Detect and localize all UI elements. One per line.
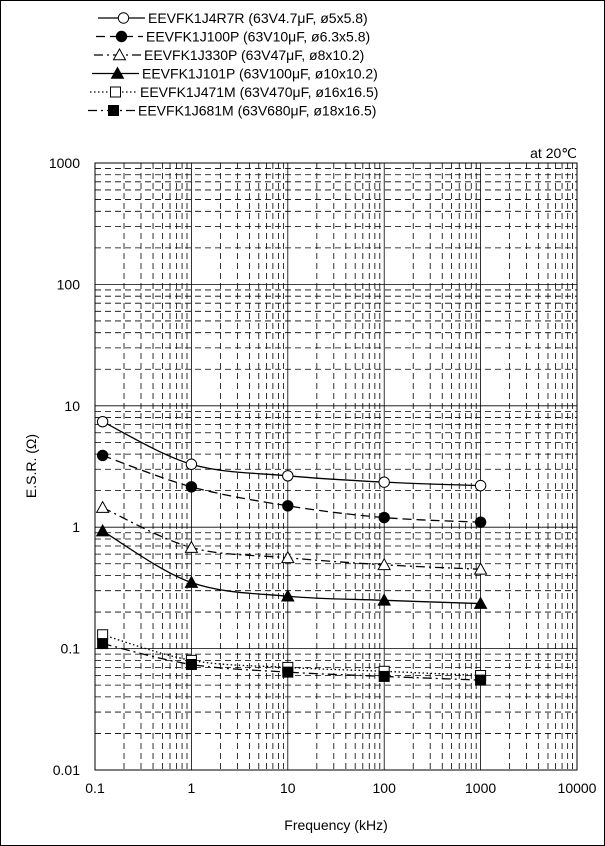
data-point (378, 670, 390, 682)
x-tick-label: 0.1 (85, 780, 105, 796)
data-point (282, 666, 294, 678)
legend-marker (112, 47, 127, 61)
x-tick-label: 10 (280, 780, 296, 796)
legend-label: EEVFK1J100P (63V10μF, ø6.3x5.8) (146, 29, 370, 45)
legend-marker (108, 105, 119, 116)
y-axis-label: E.S.R. (Ω) (23, 434, 39, 498)
x-tick-label: 1 (188, 780, 196, 796)
data-point (473, 596, 488, 609)
legend-label: EEVFK1J471M (63V470μF, ø16x16.5) (140, 84, 378, 100)
series-1 (96, 415, 487, 492)
legend: EEVFK1J4R7R (63V4.7μF, ø5x5.8) EEVFK1J100… (88, 10, 378, 119)
data-point (185, 458, 198, 470)
data-point (95, 523, 110, 537)
series-6 (97, 638, 487, 686)
series-3 (95, 500, 488, 575)
data-point (377, 593, 392, 606)
series-line (102, 454, 481, 523)
grid (95, 163, 577, 770)
data-point (280, 589, 295, 602)
data-point (97, 638, 109, 650)
data-point (96, 415, 109, 428)
x-tick-label: 100 (373, 780, 397, 796)
legend-marker (110, 86, 121, 98)
y-tick-label: 0.01 (53, 762, 80, 778)
y-tick-label: 1000 (49, 155, 80, 171)
y-tick-label: 10 (64, 398, 80, 414)
data-point (474, 516, 487, 528)
x-axis-label: Frequency (kHz) (284, 817, 387, 833)
data-point (280, 550, 295, 564)
plot-area (94, 162, 578, 771)
legend-label: EEVFK1J101P (63V100μF, ø10x10.2) (142, 66, 378, 82)
y-tick-label: 1 (72, 519, 80, 535)
data-point (95, 500, 110, 513)
series-layer (95, 415, 488, 686)
data-point (377, 557, 392, 571)
data-point (378, 511, 390, 524)
data-point (96, 449, 109, 462)
legend-marker (110, 66, 125, 79)
y-tick-label: 0.1 (61, 641, 81, 657)
data-point (474, 479, 487, 492)
legend-label: EEVFK1J330P (63V47μF, ø8x10.2) (144, 47, 364, 63)
legend-label: EEVFK1J681M (63V680μF, ø18x16.5) (138, 103, 376, 119)
legend-label: EEVFK1J4R7R (63V4.7μF, ø5x5.8) (148, 10, 368, 26)
data-point (185, 481, 198, 493)
x-tick-labels: 0.1 1 10 100 1000 10000 (85, 780, 596, 796)
y-tick-label: 100 (57, 276, 81, 292)
data-point (184, 575, 199, 588)
data-point (185, 658, 197, 670)
data-point (473, 562, 488, 575)
data-point (184, 540, 199, 553)
data-point (282, 470, 294, 482)
legend-marker (117, 12, 130, 24)
x-tick-label: 10000 (558, 780, 597, 796)
temperature-annotation: at 20℃ (530, 145, 577, 161)
data-point (378, 476, 390, 488)
series-4 (95, 523, 488, 609)
series-line (102, 642, 481, 681)
data-point (475, 674, 487, 686)
data-point (282, 500, 294, 512)
series-2 (96, 449, 487, 528)
legend-marker (115, 30, 128, 43)
x-tick-label: 1000 (465, 780, 496, 796)
y-tick-labels: 0.01 0.1 1 10 100 1000 (49, 155, 80, 778)
